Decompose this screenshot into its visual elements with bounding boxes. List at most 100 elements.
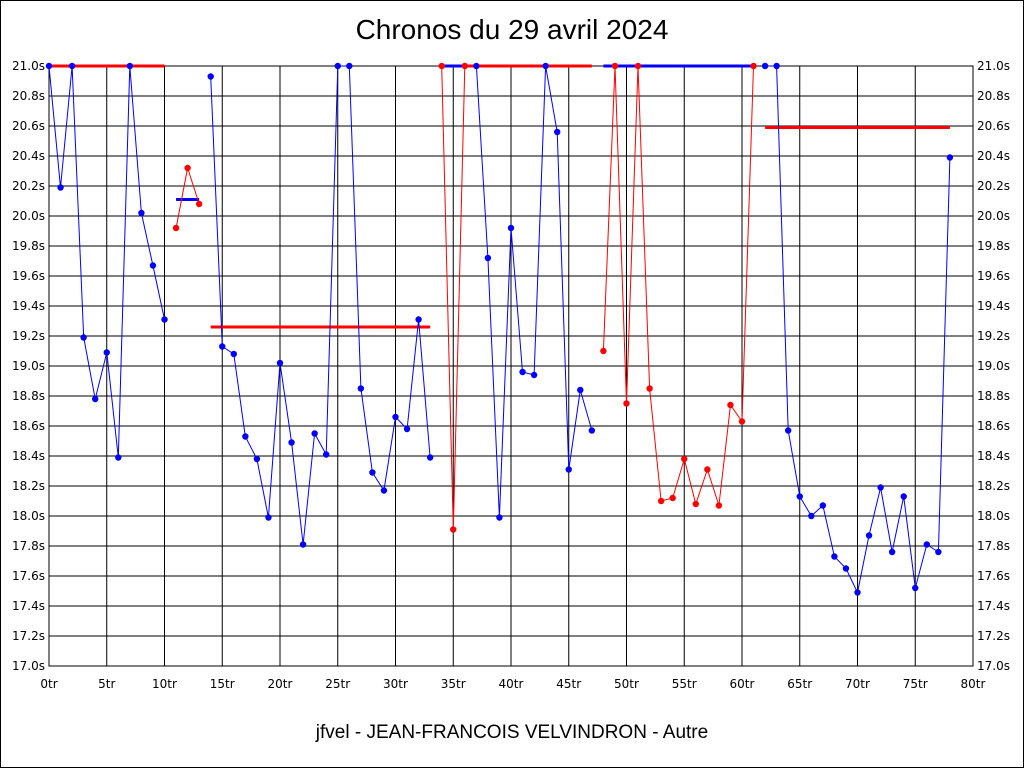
chart-footer: jfvel - JEAN-FRANCOIS VELVINDRON - Autre (315, 722, 709, 743)
data-point (646, 385, 653, 392)
y-tick-label-right: 18.2s (977, 479, 1010, 493)
y-tick-label-right: 19.6s (977, 269, 1010, 283)
y-tick-label-right: 18.6s (977, 419, 1010, 433)
y-tick-label-left: 20.8s (12, 89, 45, 103)
x-tick-label: 80tr (961, 677, 986, 691)
data-point (138, 209, 145, 217)
data-point (761, 62, 769, 70)
data-point (80, 334, 87, 341)
data-point (230, 350, 237, 358)
data-point (808, 512, 815, 520)
y-tick-label-left: 17.6s (12, 569, 45, 583)
data-point (369, 469, 376, 476)
data-point (611, 62, 619, 70)
data-point (854, 589, 861, 596)
data-point (669, 494, 676, 502)
data-point (334, 62, 341, 70)
data-point (195, 200, 203, 208)
y-tick-label-right: 17.2s (977, 629, 1010, 643)
data-point (415, 316, 422, 323)
y-tick-label-left: 18.6s (12, 419, 45, 433)
y-tick-label-left: 17.4s (12, 599, 45, 613)
y-tick-label-left: 17.8s (12, 539, 45, 553)
x-tick-label: 45tr (556, 677, 581, 691)
data-point (842, 565, 850, 572)
data-point (242, 433, 249, 440)
x-tick-label: 15tr (210, 677, 235, 691)
y-tick-label-right: 17.6s (977, 569, 1010, 583)
x-tick-label: 50tr (614, 677, 639, 691)
data-point (253, 455, 261, 463)
x-tick-label: 75tr (903, 677, 928, 691)
data-point (57, 184, 64, 191)
data-point (923, 541, 930, 548)
data-point (877, 484, 884, 491)
y-tick-label-left: 20.0s (12, 209, 45, 223)
data-point (346, 62, 353, 70)
data-point (484, 254, 492, 262)
y-tick-label-right: 20.0s (977, 209, 1010, 223)
data-point (126, 62, 134, 70)
data-point (507, 224, 515, 232)
data-point (299, 541, 307, 548)
y-tick-label-left: 18.8s (12, 389, 45, 403)
x-tick-label: 35tr (441, 677, 466, 691)
y-tick-label-right: 18.8s (977, 389, 1010, 403)
data-point (288, 439, 295, 446)
data-point (773, 62, 780, 70)
y-tick-label-right: 19.8s (977, 239, 1010, 253)
data-point (750, 62, 757, 70)
y-tick-label-right: 19.0s (977, 359, 1010, 373)
y-tick-label-left: 19.2s (12, 329, 45, 343)
data-point (577, 386, 584, 394)
data-point (912, 584, 919, 592)
y-tick-label-left: 20.4s (12, 149, 45, 163)
y-tick-label-left: 17.0s (12, 659, 45, 673)
data-point (45, 62, 53, 70)
data-point (900, 493, 907, 500)
data-point (403, 425, 411, 433)
data-point (461, 62, 468, 70)
data-point (588, 427, 596, 434)
data-point (727, 401, 734, 409)
data-point (704, 466, 711, 473)
x-tick-label: 5tr (98, 677, 115, 691)
chart-title: Chronos du 29 avril 2024 (355, 14, 669, 45)
x-tick-label: 10tr (152, 677, 177, 691)
x-tick-label: 70tr (845, 677, 870, 691)
data-point (92, 395, 99, 403)
data-point (657, 497, 665, 505)
data-point (530, 371, 538, 379)
data-point (831, 553, 838, 560)
y-tick-label-right: 18.4s (977, 449, 1010, 463)
x-tick-label: 30tr (383, 677, 408, 691)
x-tick-label: 60tr (730, 677, 755, 691)
data-point (634, 62, 642, 70)
data-point (623, 400, 630, 407)
data-point (785, 427, 792, 434)
data-point (554, 128, 561, 136)
y-tick-label-right: 19.2s (977, 329, 1010, 343)
data-point (219, 343, 226, 350)
x-tick-label: 20tr (268, 677, 293, 691)
data-point (426, 454, 434, 461)
data-point (738, 418, 746, 425)
data-point (323, 451, 330, 458)
y-tick-label-left: 19.0s (12, 359, 45, 373)
data-point (542, 62, 549, 70)
data-point (796, 493, 803, 500)
data-point (311, 430, 318, 437)
data-point (888, 548, 896, 556)
x-tick-label: 65tr (787, 677, 812, 691)
data-point (438, 62, 445, 70)
data-point (473, 62, 480, 70)
y-tick-label-right: 20.6s (977, 119, 1010, 133)
data-point (184, 164, 191, 172)
data-point (946, 154, 954, 161)
x-tick-label: 0tr (40, 677, 57, 691)
data-point (715, 502, 723, 509)
data-point (519, 368, 526, 376)
data-point (68, 62, 76, 70)
y-tick-label-left: 20.6s (12, 119, 45, 133)
